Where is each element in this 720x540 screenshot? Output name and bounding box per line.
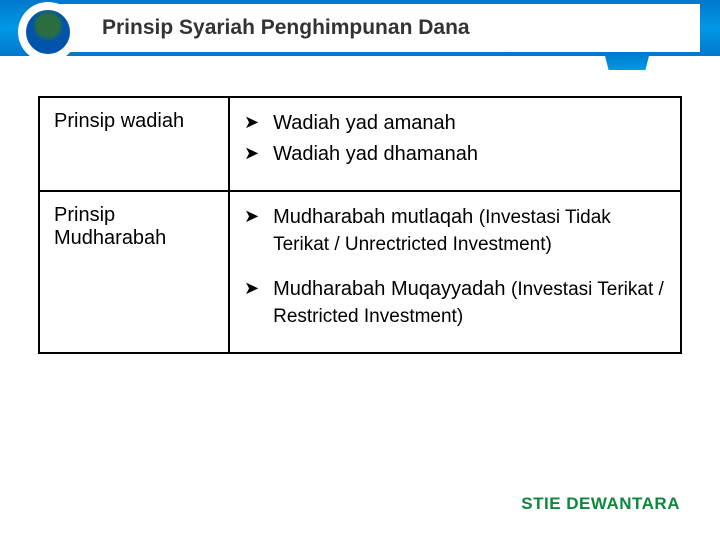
bullet-icon: ➤ bbox=[244, 141, 259, 165]
item-text: Wadiah yad amanah bbox=[273, 110, 456, 137]
item-main: Mudharabah mutlaqah bbox=[273, 206, 473, 228]
list-item: ➤ Wadiah yad dhamanah bbox=[244, 141, 666, 168]
bullet-icon: ➤ bbox=[244, 276, 259, 300]
item-text: Mudharabah Muqayyadah (Investasi Terikat… bbox=[273, 276, 666, 330]
header-notch bbox=[604, 52, 650, 70]
title-strip: Prinsip Syariah Penghimpunan Dana bbox=[60, 4, 700, 52]
table-row: Prinsip Mudharabah ➤ Mudharabah mutlaqah… bbox=[39, 191, 681, 353]
item-text: Mudharabah mutlaqah (Investasi Tidak Ter… bbox=[273, 204, 666, 258]
logo-inner bbox=[26, 10, 70, 54]
logo bbox=[18, 2, 78, 62]
page-title: Prinsip Syariah Penghimpunan Dana bbox=[102, 16, 470, 40]
row-label: Prinsip Mudharabah bbox=[39, 191, 229, 353]
bullet-icon: ➤ bbox=[244, 110, 259, 134]
item-text: Wadiah yad dhamanah bbox=[273, 141, 478, 168]
list-item: ➤ Mudharabah Muqayyadah (Investasi Terik… bbox=[244, 276, 666, 330]
row-content: ➤ Wadiah yad amanah ➤ Wadiah yad dhamana… bbox=[229, 97, 681, 191]
row-content: ➤ Mudharabah mutlaqah (Investasi Tidak T… bbox=[229, 191, 681, 353]
bullet-icon: ➤ bbox=[244, 204, 259, 228]
list-item: ➤ Wadiah yad amanah bbox=[244, 110, 666, 137]
spacer bbox=[244, 262, 666, 276]
footer-brand: STIE DEWANTARA bbox=[521, 494, 680, 514]
table-row: Prinsip wadiah ➤ Wadiah yad amanah ➤ Wad… bbox=[39, 97, 681, 191]
row-label: Prinsip wadiah bbox=[39, 97, 229, 191]
principles-table: Prinsip wadiah ➤ Wadiah yad amanah ➤ Wad… bbox=[38, 96, 682, 354]
content-area: Prinsip wadiah ➤ Wadiah yad amanah ➤ Wad… bbox=[38, 96, 682, 354]
item-main: Mudharabah Muqayyadah bbox=[273, 278, 505, 300]
list-item: ➤ Mudharabah mutlaqah (Investasi Tidak T… bbox=[244, 204, 666, 258]
